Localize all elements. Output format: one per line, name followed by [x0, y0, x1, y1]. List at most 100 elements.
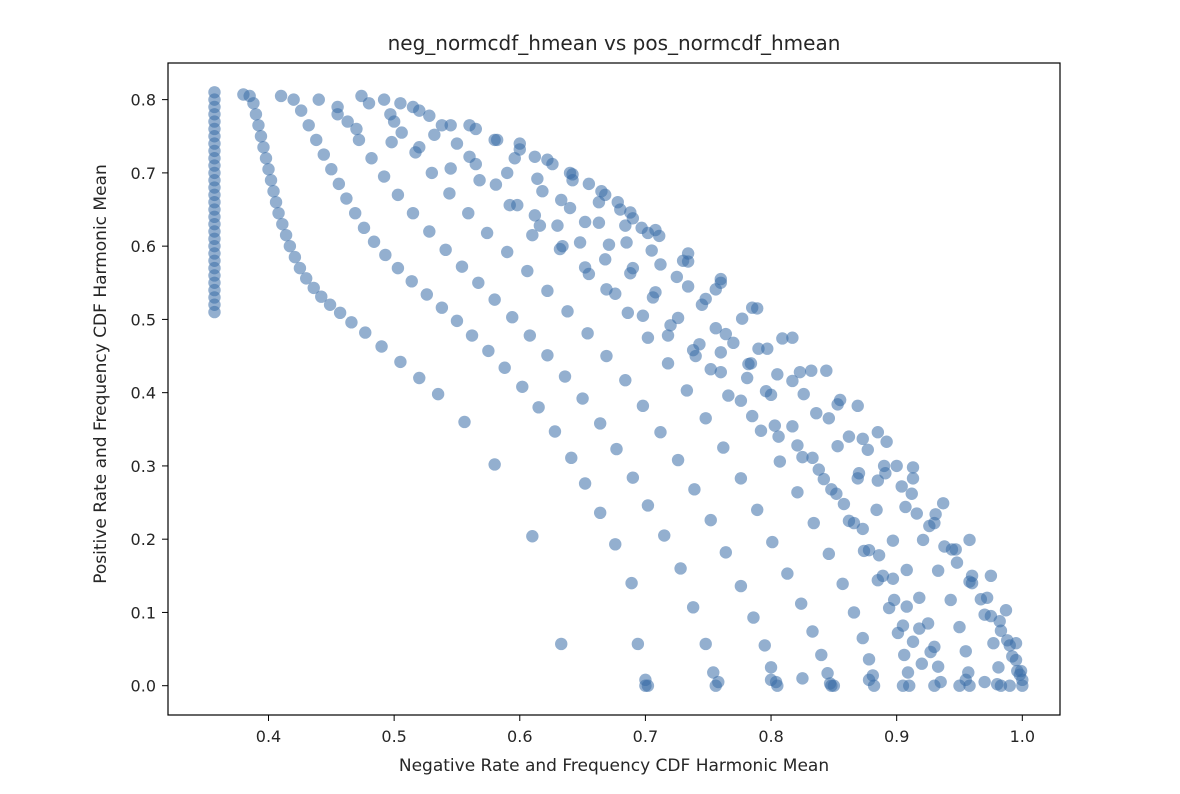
scatter-point: [796, 672, 809, 685]
y-axis-label: Positive Rate and Frequency CDF Harmonic…: [91, 164, 111, 584]
scatter-point: [714, 365, 727, 379]
scatter-point: [506, 311, 519, 324]
scatter-point: [959, 673, 972, 687]
scatter-point: [276, 217, 289, 231]
scatter-point: [345, 316, 358, 329]
scatter-point: [439, 243, 452, 257]
scatter-point: [428, 128, 441, 141]
scatter-point: [776, 332, 789, 345]
scatter-point: [915, 657, 928, 670]
scatter-point: [999, 604, 1013, 617]
scatter-point: [870, 503, 883, 517]
scatter-point: [771, 368, 784, 381]
scatter-point: [387, 115, 401, 128]
scatter-point: [405, 275, 418, 288]
scatter-point: [842, 430, 856, 443]
scatter-point: [791, 486, 804, 499]
scatter-point: [578, 477, 592, 490]
scatter-point: [751, 302, 764, 315]
scatter-point: [664, 319, 677, 332]
scatter-point: [406, 206, 420, 220]
scatter-point: [573, 236, 587, 249]
scatter-point: [734, 394, 748, 407]
scatter-point: [431, 387, 445, 401]
scatter-point: [895, 480, 908, 493]
scatter-point: [714, 276, 727, 289]
scatter-point: [791, 439, 804, 452]
scatter-point: [450, 314, 464, 328]
scatter-point: [620, 236, 633, 249]
scatter-point: [670, 270, 684, 284]
scatter-point: [541, 284, 554, 298]
scatter-point: [916, 533, 930, 547]
scatter-point: [734, 472, 748, 485]
scatter-point: [379, 248, 392, 262]
y-tick-label: 0.0: [131, 677, 156, 696]
scatter-point: [501, 166, 514, 180]
scatter-point: [959, 645, 972, 658]
scatter-point: [852, 467, 866, 480]
scatter-point: [928, 679, 941, 692]
scatter-point: [759, 385, 773, 398]
scatter-point: [555, 193, 568, 207]
scatter-point: [488, 293, 501, 306]
scatter-point: [751, 503, 764, 517]
scatter-point: [302, 119, 315, 132]
scatter-point: [786, 420, 799, 433]
scatter-point: [1003, 679, 1016, 692]
scatter-point: [786, 331, 799, 344]
scatter-point: [391, 188, 405, 202]
x-ticks: 0.4 0.5 0.6 0.7 0.8 0.9 1.0: [256, 715, 1035, 746]
scatter-point: [950, 556, 964, 569]
scatter-point: [980, 591, 994, 604]
scatter-point: [833, 393, 847, 407]
scatter-point: [772, 430, 785, 443]
scatter-point: [357, 221, 371, 235]
scatter-point: [423, 225, 436, 238]
x-tick-label: 0.5: [381, 727, 406, 746]
scatter-point: [463, 150, 476, 163]
scatter-point: [658, 529, 671, 542]
scatter-point: [531, 172, 544, 185]
scatter-point: [646, 291, 660, 304]
scatter-point: [350, 122, 363, 136]
scatter-point: [822, 412, 836, 425]
scatter-point: [279, 228, 293, 242]
scatter-point: [259, 152, 273, 165]
scatter-point: [704, 513, 717, 527]
scatter-point: [931, 660, 945, 673]
scatter-point: [641, 499, 655, 512]
scatter-point: [1016, 673, 1029, 687]
scatter-point: [489, 178, 503, 191]
scatter-point: [886, 572, 900, 585]
scatter-point: [654, 426, 667, 439]
scatter-point: [807, 516, 820, 530]
scatter-point: [631, 637, 645, 651]
scatter-point: [359, 326, 372, 339]
scatter-point: [413, 141, 426, 154]
scatter-point: [944, 593, 957, 607]
scatter-point: [987, 637, 1000, 650]
scatter-point: [827, 679, 841, 692]
scatter-point: [862, 653, 876, 666]
scatter-point: [599, 188, 612, 202]
scatter-point: [455, 260, 469, 273]
x-tick-label: 0.7: [633, 727, 658, 746]
scatter-point: [395, 126, 408, 139]
scatter-point: [536, 185, 549, 198]
scatter-point: [523, 329, 537, 342]
scatter-point: [288, 250, 302, 264]
scatter-point: [513, 143, 526, 156]
scatter-point: [928, 516, 941, 530]
scatter-point: [444, 119, 457, 132]
scatter-point: [435, 301, 449, 314]
scatter-point: [331, 108, 344, 121]
scatter-point: [661, 357, 675, 370]
y-tick-label: 0.3: [131, 457, 156, 476]
scatter-point: [555, 637, 568, 651]
scatter-point: [609, 287, 622, 300]
scatter-point: [890, 459, 903, 473]
scatter-point: [990, 678, 1004, 691]
scatter-point: [526, 530, 539, 543]
